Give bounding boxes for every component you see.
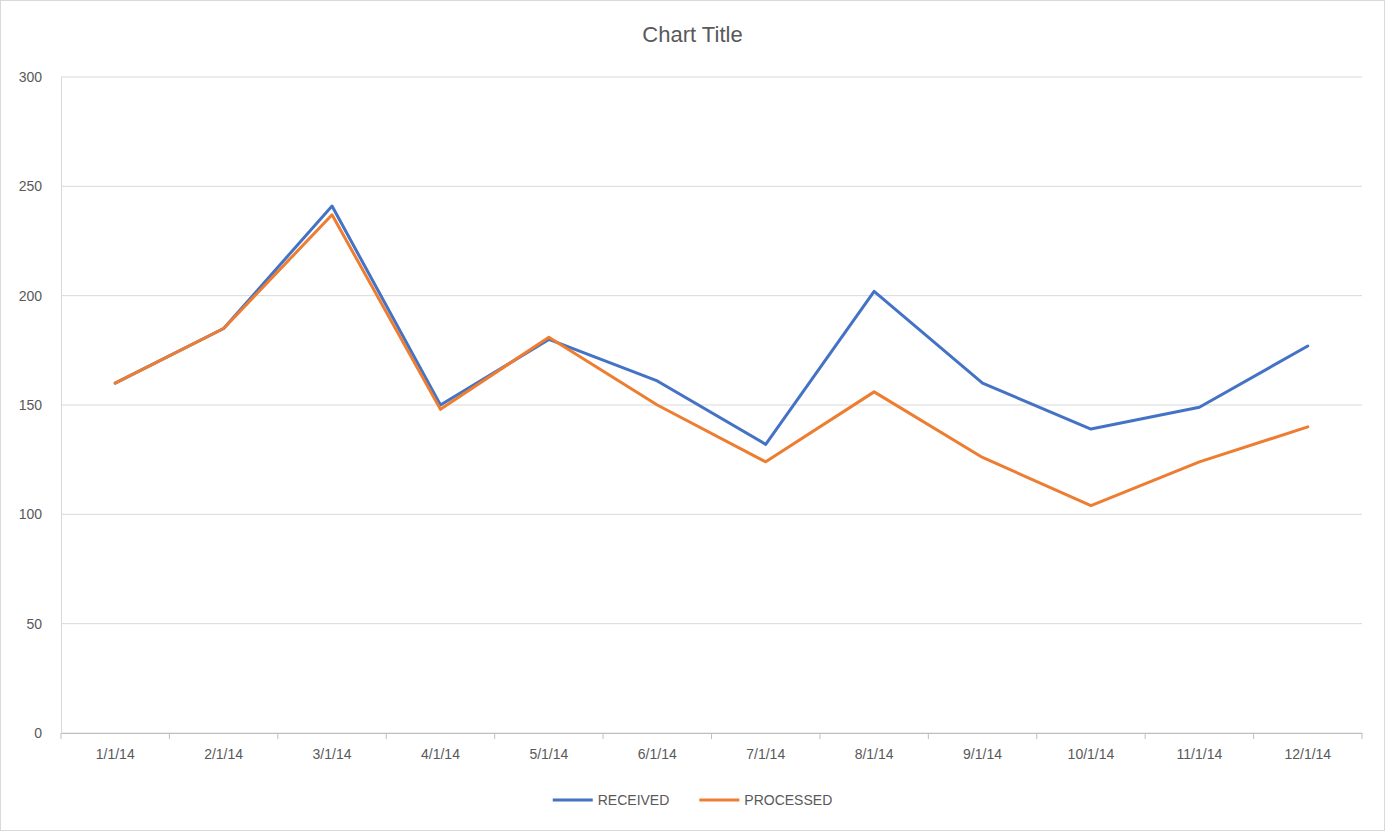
grid-line xyxy=(61,623,1362,624)
x-tick: 2/1/14 xyxy=(204,733,243,762)
x-tick: 5/1/14 xyxy=(529,733,568,762)
y-tick: 100 xyxy=(19,506,61,522)
series-line xyxy=(115,206,1308,444)
x-tick-label: 1/1/14 xyxy=(96,746,135,762)
x-tick-label: 2/1/14 xyxy=(204,746,243,762)
legend-swatch xyxy=(699,799,739,802)
x-boundary-tick xyxy=(819,733,820,739)
grid xyxy=(61,77,1362,733)
x-boundary-tick xyxy=(928,733,929,739)
x-tick: 9/1/14 xyxy=(963,733,1002,762)
x-boundary-tick xyxy=(1253,733,1254,739)
y-axis: 0 50 100 150 200 250 300 xyxy=(19,69,62,741)
y-tick: 200 xyxy=(19,288,61,304)
x-tick: 4/1/14 xyxy=(421,733,460,762)
x-tick: 1/1/14 xyxy=(96,733,135,762)
x-tick-label: 4/1/14 xyxy=(421,746,460,762)
y-axis-line xyxy=(61,78,62,734)
plot-area: 0 50 100 150 200 250 300 1/1/14 2/1/14 3/1/14 4/1/… xyxy=(19,69,1363,762)
x-tick: 6/1/14 xyxy=(638,733,677,762)
x-tick-label: 11/1/14 xyxy=(1177,746,1223,762)
y-tick-label: 300 xyxy=(19,69,43,85)
x-tick-label: 6/1/14 xyxy=(638,746,677,762)
x-boundary-ticks xyxy=(61,733,1362,739)
y-tick: 300 xyxy=(19,69,61,85)
y-tick-label: 50 xyxy=(26,616,42,632)
y-tick-label: 250 xyxy=(19,178,43,194)
grid-line xyxy=(61,186,1362,187)
chart: 0 50 100 150 200 250 300 1/1/14 2/1/14 3/1/14 4/1/… xyxy=(0,0,1385,831)
x-boundary-tick xyxy=(603,733,604,739)
legend-item: PROCESSED xyxy=(699,792,832,808)
x-tick: 11/1/14 xyxy=(1177,733,1223,762)
chart-frame xyxy=(1,1,1385,831)
y-tick-label: 150 xyxy=(19,397,43,413)
x-boundary-tick xyxy=(61,733,62,739)
x-boundary-tick xyxy=(277,733,278,739)
grid-line xyxy=(61,514,1362,515)
x-tick: 10/1/14 xyxy=(1068,733,1115,762)
y-tick: 150 xyxy=(19,397,61,413)
x-tick-label: 9/1/14 xyxy=(963,746,1002,762)
x-boundary-tick xyxy=(386,733,387,739)
x-axis: 1/1/14 2/1/14 3/1/14 4/1/14 5/1/14 6/1/14 7/1/… xyxy=(61,733,1363,762)
grid-line xyxy=(61,77,1362,78)
chart-title: Chart Title xyxy=(642,22,742,47)
x-boundary-tick xyxy=(711,733,712,739)
legend-label: RECEIVED xyxy=(598,792,670,808)
x-tick-label: 3/1/14 xyxy=(313,746,352,762)
y-tick: 0 xyxy=(34,725,61,741)
y-tick-label: 200 xyxy=(19,288,43,304)
x-tick-label: 12/1/14 xyxy=(1284,746,1331,762)
legend-item: RECEIVED xyxy=(553,792,670,808)
y-tick: 250 xyxy=(19,178,61,194)
x-tick: 12/1/14 xyxy=(1284,733,1331,762)
series-line xyxy=(115,215,1308,506)
x-tick: 3/1/14 xyxy=(313,733,352,762)
series-lines xyxy=(115,206,1308,506)
x-boundary-tick xyxy=(1036,733,1037,739)
grid-line xyxy=(61,405,1362,406)
x-boundary-tick xyxy=(1362,733,1363,739)
y-tick: 50 xyxy=(26,616,61,632)
x-tick-label: 8/1/14 xyxy=(855,746,894,762)
x-tick-label: 7/1/14 xyxy=(746,746,785,762)
legend-swatch xyxy=(553,799,593,802)
legend-label: PROCESSED xyxy=(744,792,832,808)
x-boundary-tick xyxy=(169,733,170,739)
x-boundary-tick xyxy=(494,733,495,739)
x-boundary-tick xyxy=(1145,733,1146,739)
x-tick-label: 5/1/14 xyxy=(529,746,568,762)
y-tick-label: 100 xyxy=(19,506,43,522)
x-tick-label: 10/1/14 xyxy=(1068,746,1115,762)
legend: RECEIVED PROCESSED xyxy=(553,792,833,808)
x-tick: 8/1/14 xyxy=(855,733,894,762)
y-tick-label: 0 xyxy=(34,725,42,741)
x-tick: 7/1/14 xyxy=(746,733,785,762)
